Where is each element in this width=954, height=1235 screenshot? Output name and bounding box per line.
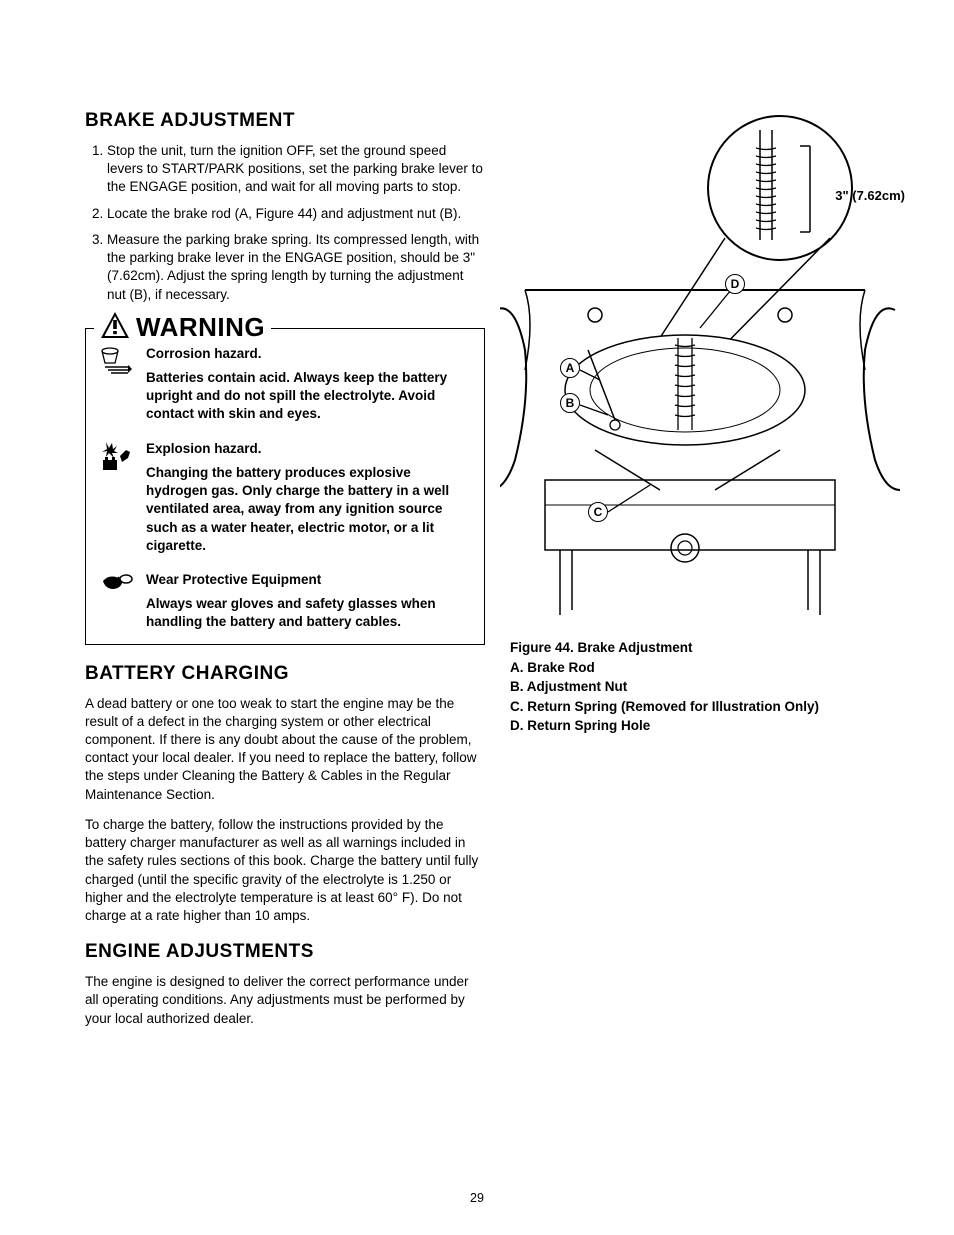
warning-item: Explosion hazard. Changing the battery p… (100, 440, 470, 555)
right-column: 3" (7.62cm) D A B C Figure 44. Brake Adj… (510, 110, 900, 1040)
warning-header: WARNING (94, 311, 271, 344)
warning-item: Wear Protective Equipment Always wear gl… (100, 571, 470, 632)
dimension-label: 3" (7.62cm) (835, 188, 905, 203)
warning-box: WARNING Corrosion hazard. Batteries cont… (85, 328, 485, 645)
engine-paragraph: The engine is designed to deliver the co… (85, 973, 485, 1028)
callout-d: D (725, 274, 745, 294)
page-number: 29 (0, 1191, 954, 1205)
ppe-icon (100, 571, 134, 605)
callout-b: B (560, 393, 580, 413)
brake-step: Stop the unit, turn the ignition OFF, se… (107, 142, 485, 197)
warning-text: Wear Protective Equipment Always wear gl… (146, 571, 470, 632)
callout-a: A (560, 358, 580, 378)
left-column: BRAKE ADJUSTMENT Stop the unit, turn the… (85, 110, 485, 1040)
warning-title: WARNING (136, 312, 265, 343)
brake-adjustment-heading: BRAKE ADJUSTMENT (85, 110, 485, 132)
corrosion-icon (100, 345, 134, 379)
explosion-icon (100, 440, 134, 474)
figure-44: 3" (7.62cm) D A B C Figure 44. Brake Adj… (510, 110, 900, 736)
brake-steps-list: Stop the unit, turn the ignition OFF, se… (85, 142, 485, 304)
warning-item: Corrosion hazard. Batteries contain acid… (100, 345, 470, 424)
engine-adjustments-heading: ENGINE ADJUSTMENTS (85, 941, 485, 963)
brake-step: Measure the parking brake spring. Its co… (107, 231, 485, 304)
battery-paragraph: A dead battery or one too weak to start … (85, 695, 485, 804)
brake-step: Locate the brake rod (A, Figure 44) and … (107, 205, 485, 223)
warning-text: Corrosion hazard. Batteries contain acid… (146, 345, 470, 424)
battery-charging-heading: BATTERY CHARGING (85, 663, 485, 685)
warning-triangle-icon (100, 311, 130, 344)
warning-text: Explosion hazard. Changing the battery p… (146, 440, 470, 555)
battery-paragraph: To charge the battery, follow the instru… (85, 816, 485, 925)
brake-adjustment-diagram: 3" (7.62cm) D A B C (500, 110, 900, 630)
figure-caption: Figure 44. Brake Adjustment A. Brake Rod… (510, 638, 900, 736)
callout-c: C (588, 502, 608, 522)
